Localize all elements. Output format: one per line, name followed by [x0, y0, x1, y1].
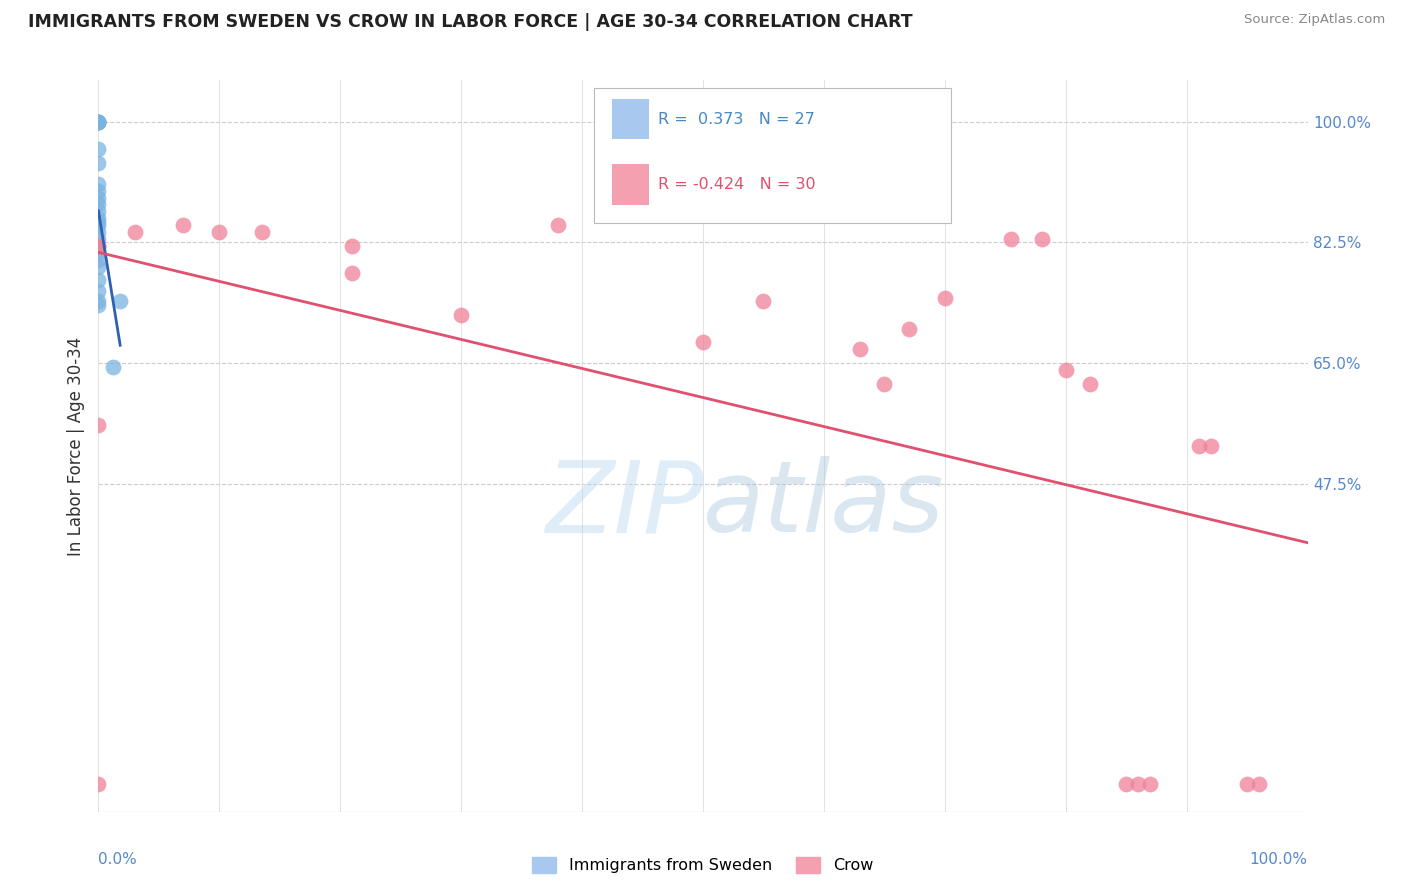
- Point: [1128, 777, 1150, 791]
- Point: [208, 225, 231, 239]
- Point: [87, 215, 110, 229]
- Point: [87, 218, 110, 232]
- Point: [87, 177, 110, 191]
- Point: [124, 225, 146, 239]
- Point: [87, 418, 110, 433]
- Point: [752, 294, 775, 309]
- Point: [1031, 232, 1053, 246]
- Point: [450, 308, 472, 322]
- Point: [934, 291, 956, 305]
- Point: [87, 114, 110, 128]
- Point: [1078, 376, 1101, 391]
- Point: [342, 239, 364, 253]
- Point: [87, 297, 110, 311]
- FancyBboxPatch shape: [595, 87, 950, 223]
- Point: [547, 218, 569, 232]
- Point: [87, 260, 110, 274]
- Point: [87, 232, 110, 246]
- Point: [87, 142, 110, 156]
- Point: [849, 343, 872, 357]
- Point: [87, 239, 110, 253]
- Point: [87, 294, 110, 309]
- Point: [87, 191, 110, 205]
- Point: [87, 211, 110, 226]
- Point: [1115, 777, 1137, 791]
- Point: [1139, 777, 1161, 791]
- Point: [87, 114, 110, 128]
- Point: [1199, 439, 1222, 453]
- Point: [172, 218, 194, 232]
- Point: [87, 184, 110, 198]
- Point: [87, 156, 110, 170]
- Point: [897, 321, 920, 335]
- Point: [87, 239, 110, 253]
- Point: [87, 225, 110, 239]
- Point: [87, 252, 110, 267]
- Y-axis label: In Labor Force | Age 30-34: In Labor Force | Age 30-34: [66, 336, 84, 556]
- Text: ZIP: ZIP: [544, 456, 703, 553]
- Point: [1188, 439, 1211, 453]
- Text: 100.0%: 100.0%: [1250, 852, 1308, 867]
- Point: [87, 114, 110, 128]
- Point: [87, 239, 110, 253]
- Point: [1054, 363, 1077, 377]
- Point: [108, 294, 131, 309]
- Text: R = -0.424   N = 30: R = -0.424 N = 30: [658, 178, 815, 193]
- Text: R =  0.373   N = 27: R = 0.373 N = 27: [658, 112, 815, 127]
- Point: [1249, 777, 1271, 791]
- Point: [873, 376, 896, 391]
- Text: IMMIGRANTS FROM SWEDEN VS CROW IN LABOR FORCE | AGE 30-34 CORRELATION CHART: IMMIGRANTS FROM SWEDEN VS CROW IN LABOR …: [28, 13, 912, 31]
- Legend: Immigrants from Sweden, Crow: Immigrants from Sweden, Crow: [526, 850, 880, 880]
- Point: [250, 225, 273, 239]
- Text: Source: ZipAtlas.com: Source: ZipAtlas.com: [1244, 13, 1385, 27]
- Bar: [613, 164, 648, 204]
- Text: atlas: atlas: [703, 456, 945, 553]
- Point: [87, 245, 110, 260]
- Point: [87, 114, 110, 128]
- Point: [1236, 777, 1258, 791]
- Point: [87, 777, 110, 791]
- Point: [87, 114, 110, 128]
- Point: [692, 335, 714, 350]
- Bar: [613, 99, 648, 139]
- Point: [101, 359, 124, 374]
- Point: [87, 204, 110, 219]
- Point: [595, 197, 617, 211]
- Point: [87, 197, 110, 211]
- Point: [87, 273, 110, 287]
- Point: [87, 284, 110, 298]
- Point: [1000, 232, 1022, 246]
- Point: [342, 267, 364, 281]
- Text: 0.0%: 0.0%: [98, 852, 138, 867]
